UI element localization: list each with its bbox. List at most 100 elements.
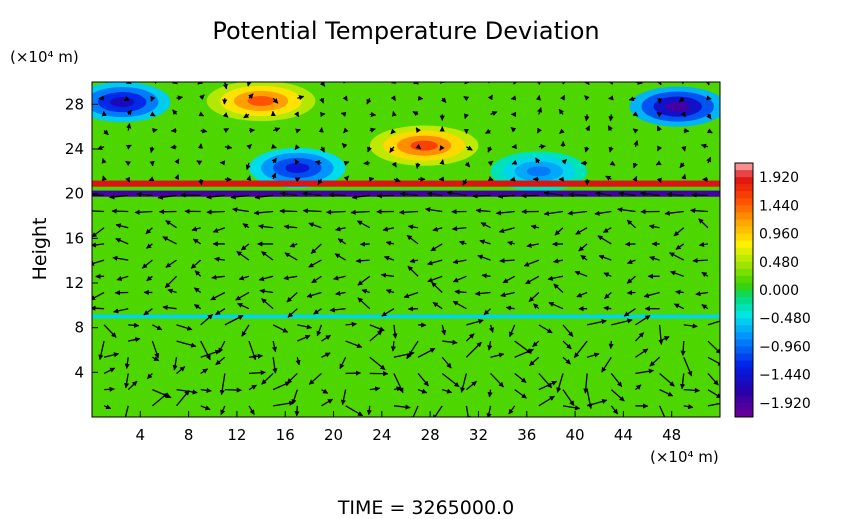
vector-arrow — [174, 158, 180, 165]
vector-arrow — [707, 356, 720, 366]
colorbar-segment — [735, 198, 753, 206]
vector-arrow — [559, 128, 565, 134]
vector-arrow — [246, 175, 252, 181]
vector-arrow — [236, 250, 250, 261]
vector-arrow — [279, 208, 298, 214]
vector-arrow — [465, 341, 482, 358]
field-feature-2 — [110, 97, 135, 108]
vector-arrow — [632, 162, 638, 169]
vector-arrow — [176, 340, 197, 348]
vector-arrow — [441, 356, 452, 369]
vector-arrow — [412, 111, 419, 117]
vector-arrow — [272, 82, 274, 83]
vector-arrow — [598, 254, 612, 261]
vector-arrow — [608, 114, 614, 122]
colorbar-segment — [735, 325, 753, 333]
vector-arrow — [101, 158, 107, 164]
vector-arrow — [335, 226, 346, 232]
vector-arrow — [391, 111, 397, 117]
vector-arrow — [174, 174, 180, 180]
vector-arrow — [283, 275, 298, 281]
vector-arrow — [308, 222, 322, 229]
vector-arrow — [115, 238, 129, 245]
vector-arrow — [345, 321, 357, 327]
colorbar-segment — [735, 346, 753, 354]
vector-arrow — [573, 340, 588, 358]
vector-arrow — [369, 111, 377, 118]
vector-arrow — [701, 304, 709, 310]
vector-arrow — [193, 303, 202, 310]
vector-arrow — [126, 123, 132, 131]
vector-arrow — [578, 243, 588, 252]
vector-arrow — [441, 372, 460, 388]
colorbar-segment — [735, 247, 753, 256]
vector-arrow — [258, 223, 274, 230]
vector-arrow — [643, 291, 660, 298]
vector-arrow — [356, 220, 371, 229]
vector-arrow — [343, 82, 349, 84]
vector-arrow — [218, 340, 226, 354]
vector-arrow — [340, 111, 347, 117]
vector-arrow — [502, 275, 516, 284]
vector-arrow — [659, 389, 674, 397]
vector-arrow — [366, 97, 372, 105]
vector-arrow — [707, 373, 719, 386]
vector-arrow — [339, 356, 347, 370]
vector-arrow — [361, 288, 370, 294]
colorbar-segment — [735, 219, 753, 227]
vector-arrow — [369, 356, 386, 371]
colorbar-segment — [735, 170, 753, 178]
vector-arrow — [605, 175, 612, 181]
vector-arrow — [407, 224, 419, 230]
vector-arrow — [222, 112, 229, 118]
vector-arrow — [659, 405, 666, 417]
vector-arrow — [383, 255, 395, 261]
vector-arrow — [432, 405, 443, 417]
vector-arrow — [464, 161, 471, 168]
vector-arrow — [509, 176, 516, 182]
vector-arrow — [656, 177, 662, 184]
vector-arrow — [558, 108, 564, 115]
x-tick-label: 4 — [136, 426, 146, 444]
vector-arrow — [477, 254, 491, 261]
vector-arrow — [695, 291, 709, 297]
vector-arrow — [294, 158, 300, 165]
vector-arrow — [680, 111, 686, 118]
vector-arrow — [345, 340, 363, 349]
vector-arrow — [294, 177, 301, 183]
vector-arrow — [393, 373, 404, 394]
vector-arrow — [474, 290, 491, 297]
vector-arrow — [439, 82, 445, 84]
y-tick-label: 16 — [65, 229, 84, 247]
colorbar-segment — [735, 304, 753, 312]
vector-arrow — [109, 194, 129, 200]
vector-arrow — [198, 179, 204, 186]
vector-arrow — [176, 366, 186, 374]
vector-arrow — [190, 259, 202, 269]
vector-arrow — [701, 271, 709, 278]
vector-arrow — [92, 208, 105, 214]
vector-arrow — [196, 160, 203, 166]
x-axis: 4 8 12 16 20 24 28 32 36 40 44 48 — [136, 411, 681, 444]
vector-arrow — [343, 127, 349, 134]
vector-arrow — [530, 224, 539, 230]
vector-arrow — [706, 128, 713, 134]
vector-arrow — [152, 356, 160, 362]
vector-arrow — [101, 82, 107, 83]
vector-arrow — [286, 292, 298, 303]
colorbar-segment — [735, 191, 753, 199]
vector-arrow — [253, 210, 274, 216]
vector-arrow — [465, 405, 471, 417]
vector-arrow — [301, 191, 322, 197]
vector-arrow — [507, 240, 515, 246]
vector-arrow — [248, 93, 254, 99]
vector-arrow — [691, 192, 708, 198]
vector-arrow — [176, 324, 193, 331]
vector-arrow — [238, 275, 250, 281]
vector-arrow — [690, 208, 708, 214]
vector-arrow — [618, 191, 636, 197]
vector-arrow — [134, 209, 153, 215]
colorbar-segment — [735, 254, 753, 263]
vector-arrow — [656, 111, 663, 118]
vector-arrow — [317, 178, 323, 186]
